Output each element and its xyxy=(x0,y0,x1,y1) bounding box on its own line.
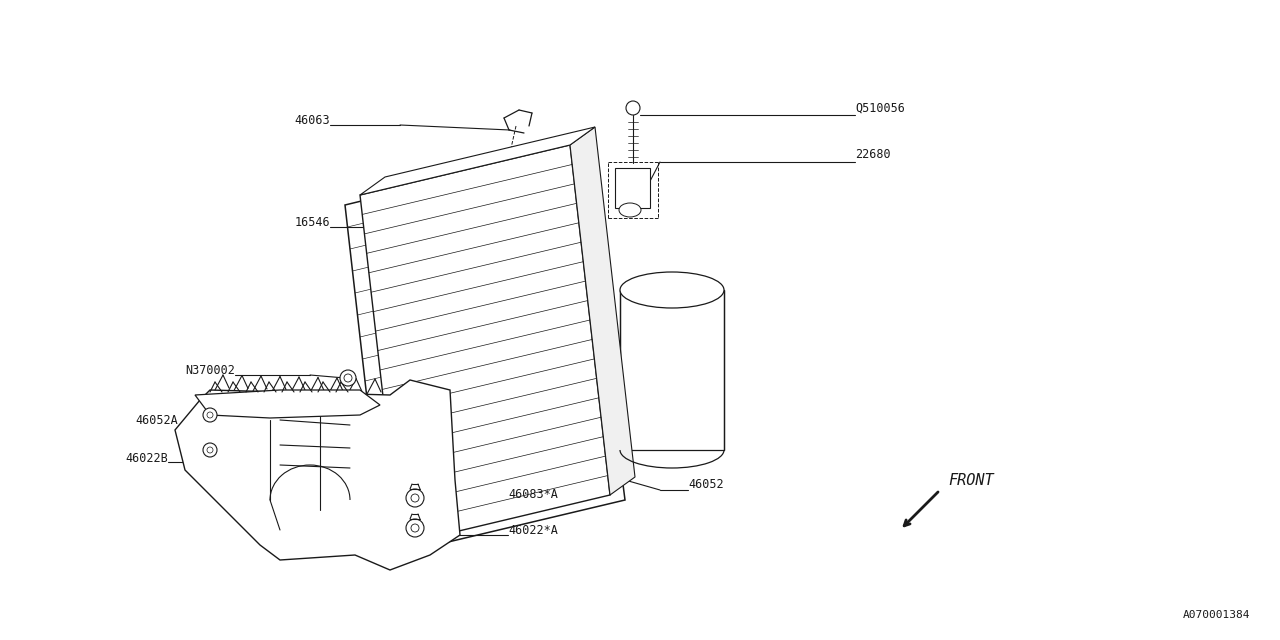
Polygon shape xyxy=(360,127,595,195)
Text: 46022*A: 46022*A xyxy=(508,524,558,536)
Text: 46083*A: 46083*A xyxy=(508,488,558,502)
Polygon shape xyxy=(360,145,611,545)
Text: 16546: 16546 xyxy=(294,216,330,228)
Ellipse shape xyxy=(620,272,724,308)
Polygon shape xyxy=(614,168,650,208)
Polygon shape xyxy=(175,380,460,570)
Text: 46052A: 46052A xyxy=(136,413,178,426)
Text: 46052: 46052 xyxy=(689,479,723,492)
Text: 46063: 46063 xyxy=(294,113,330,127)
Text: Q510056: Q510056 xyxy=(855,102,905,115)
Polygon shape xyxy=(620,290,724,450)
Text: A070001384: A070001384 xyxy=(1183,610,1251,620)
Circle shape xyxy=(340,370,356,386)
Polygon shape xyxy=(346,148,625,557)
Ellipse shape xyxy=(620,203,641,217)
Text: 46022B: 46022B xyxy=(125,451,168,465)
Circle shape xyxy=(406,489,424,507)
Text: 22680: 22680 xyxy=(855,148,891,161)
Circle shape xyxy=(204,443,218,457)
Text: FRONT: FRONT xyxy=(948,473,993,488)
Polygon shape xyxy=(195,390,380,418)
Polygon shape xyxy=(570,127,635,495)
Circle shape xyxy=(626,101,640,115)
Circle shape xyxy=(204,408,218,422)
Circle shape xyxy=(406,519,424,537)
Text: N370002: N370002 xyxy=(186,364,236,376)
